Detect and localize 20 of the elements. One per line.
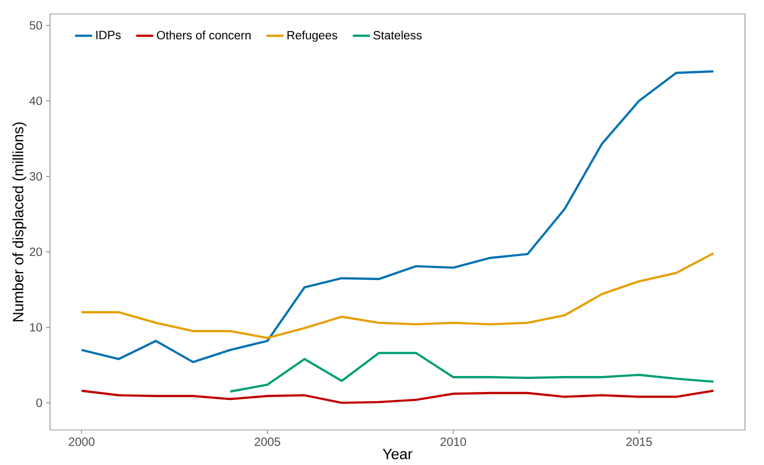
y-axis-title: Number of displaced (millions) xyxy=(12,122,26,322)
legend-label: Stateless xyxy=(373,30,422,40)
y-tick-label: 40 xyxy=(29,96,42,106)
y-tick-label: 20 xyxy=(30,248,42,256)
legend-label: Others of concern xyxy=(156,30,251,40)
x-tick-label: 2005 xyxy=(254,438,280,446)
line-series xyxy=(80,390,715,404)
legend-label: Refugees xyxy=(288,30,338,42)
y-tick-label: 10 xyxy=(30,323,42,332)
x-tick-label: 2010 xyxy=(440,438,466,446)
line-series xyxy=(80,252,715,339)
y-tick-label: 30 xyxy=(30,172,42,181)
line-series xyxy=(80,70,715,364)
x-axis-title: Year xyxy=(382,448,412,460)
y-tick-label: 0 xyxy=(36,398,42,408)
x-tick-label: 2000 xyxy=(68,438,94,446)
line-series xyxy=(229,352,715,393)
x-tick-label: 2015 xyxy=(626,438,652,446)
y-tick-label: 50 xyxy=(30,21,42,30)
legend-label: IDPs xyxy=(96,30,121,40)
